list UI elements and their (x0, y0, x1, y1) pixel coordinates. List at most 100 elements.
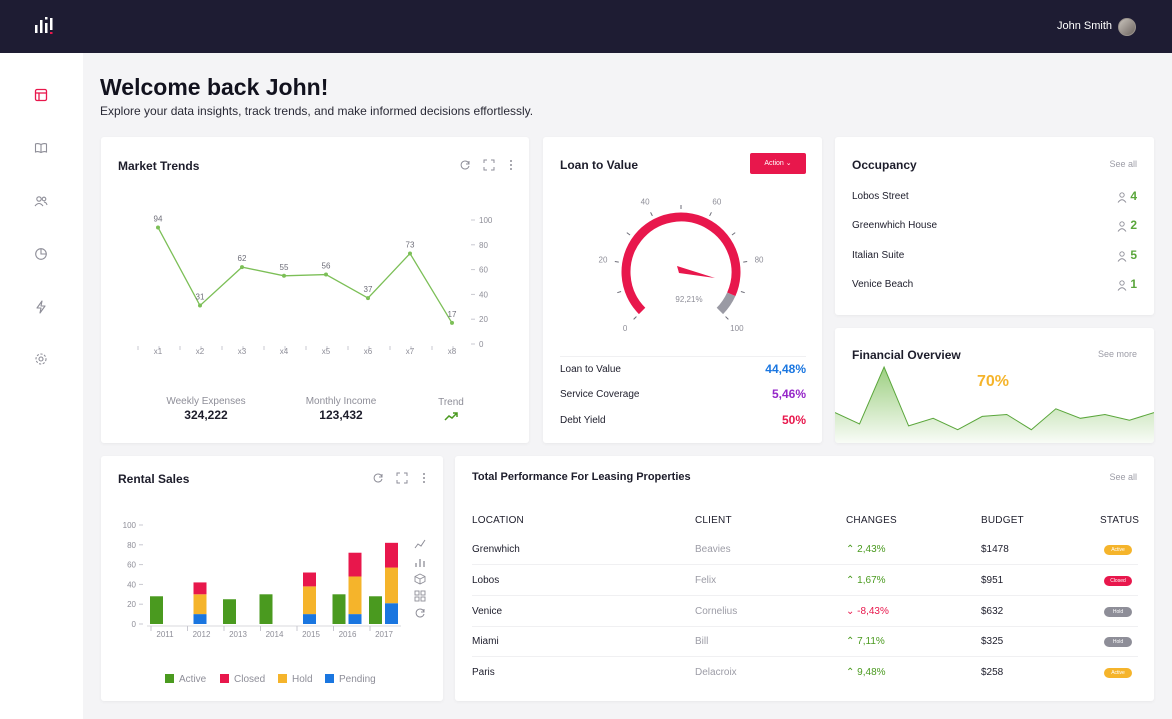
loan-gauge: 0 20 40 60 80 100 92,21% (599, 198, 765, 333)
column-header-location[interactable]: LOCATION (472, 515, 524, 526)
status-badge: Hold (1104, 607, 1132, 617)
row-client: Delacroix (695, 667, 737, 678)
bar-active (332, 594, 346, 624)
financial-see-more[interactable]: See more (1097, 349, 1137, 359)
legend-pending[interactable]: Pending (325, 674, 376, 685)
pie-chart-icon[interactable] (34, 247, 48, 261)
row-change-value: 7,11% (857, 636, 885, 647)
table-row[interactable]: Grenwhich Beavies ⌃ 2,43% $1478 Active (472, 541, 1138, 561)
row-budget: $632 (981, 606, 1004, 617)
refresh-icon[interactable] (372, 472, 384, 484)
gauge-tick (650, 212, 653, 217)
occupancy-count: 5 (1130, 248, 1137, 262)
occupancy-name: Greenwhich House (852, 220, 938, 231)
person-icon (1117, 221, 1127, 232)
occupancy-count: 1 (1130, 277, 1137, 291)
line-chart-icon[interactable] (414, 538, 426, 550)
logo-icon[interactable] (34, 16, 58, 36)
cube-icon[interactable] (414, 573, 426, 585)
occupancy-count: 4 (1130, 189, 1137, 203)
action-button[interactable]: Action ⌄ (750, 153, 806, 174)
market-trends-card: Market Trends 100 80 60 40 20 0 x1 x2 x3 x4 x5 x6 x7… (101, 137, 529, 443)
bar-active (369, 596, 382, 624)
occupancy-see-all[interactable]: See all (1109, 159, 1137, 169)
y-tick-label: 80 (127, 541, 136, 550)
column-header-changes[interactable]: CHANGES (846, 515, 897, 526)
occupancy-row[interactable]: Lobos Street 4 (852, 189, 1137, 207)
person-icon (1117, 251, 1127, 262)
x-tick-label: x8 (448, 347, 457, 356)
row-change-value: 1,67% (857, 575, 886, 586)
rental-sales-title: Rental Sales (118, 472, 190, 486)
grid-icon[interactable] (414, 590, 426, 602)
arrow-up-icon: ⌃ (846, 575, 855, 586)
bar-active (223, 599, 236, 624)
table-row[interactable]: Paris Delacroix ⌃ 9,48% $258 Active (472, 664, 1138, 684)
y-tick-label: 0 (479, 340, 484, 349)
occupancy-name: Venice Beach (852, 279, 914, 290)
bar-pending (348, 614, 362, 624)
bar-chart-icon[interactable] (414, 556, 426, 568)
legend-active[interactable]: Active (165, 674, 206, 685)
gauge-tick (614, 261, 619, 263)
refresh-icon[interactable] (459, 159, 471, 171)
occupancy-title: Occupancy (852, 158, 917, 172)
x-tick-label: 2013 (229, 630, 247, 639)
row-location: Grenwhich (472, 544, 520, 555)
bar-closed (385, 542, 398, 568)
more-icon[interactable] (418, 472, 430, 484)
top-bar: John Smith (0, 0, 1172, 53)
weekly-expenses-label: Weekly Expenses (166, 396, 246, 407)
x-tick-label: 2017 (375, 630, 393, 639)
column-header-client[interactable]: CLIENT (695, 515, 732, 526)
fullscreen-icon[interactable] (483, 159, 495, 171)
users-icon[interactable] (34, 194, 48, 208)
avatar[interactable] (1118, 18, 1136, 36)
occupancy-row[interactable]: Venice Beach 1 (852, 277, 1137, 295)
bar-active (259, 594, 273, 624)
trend-label: Trend (438, 397, 464, 408)
y-tick-label: 0 (132, 620, 137, 629)
y-tick-label: 40 (127, 580, 136, 589)
column-header-status[interactable]: STATUS (1100, 515, 1140, 526)
status-badge: Hold (1104, 637, 1132, 647)
gauge-tick-label: 60 (712, 198, 721, 207)
gauge-tick (740, 290, 745, 294)
column-header-budget[interactable]: BUDGET (981, 515, 1024, 526)
gear-icon[interactable] (34, 352, 48, 366)
lightning-icon[interactable] (34, 300, 48, 314)
occupancy-row[interactable]: Italian Suite 5 (852, 248, 1137, 266)
gauge-tick (709, 212, 712, 217)
performance-see-all[interactable]: See all (1109, 472, 1137, 482)
y-tick-label: 60 (127, 561, 136, 570)
table-row[interactable]: Lobos Felix ⌃ 1,67% $951 Closed (472, 572, 1138, 592)
dashboard-icon[interactable] (34, 88, 48, 102)
book-icon[interactable] (34, 141, 48, 155)
trend-stat: Trend (431, 397, 471, 426)
occupancy-row[interactable]: Greenwhich House 2 (852, 218, 1137, 236)
area-line (835, 365, 1154, 431)
x-tick-label: 2011 (156, 630, 174, 639)
y-tick-label: 20 (479, 315, 488, 324)
table-row[interactable]: Miami Bill ⌃ 7,11% $325 Hold (472, 633, 1138, 653)
loan-row-label: Service Coverage (560, 389, 640, 400)
legend-closed[interactable]: Closed (220, 674, 265, 685)
x-tick-label: x6 (364, 347, 373, 356)
bar-hold (348, 576, 362, 615)
performance-card: Total Performance For Leasing Properties… (455, 456, 1154, 701)
table-row[interactable]: Venice Cornelius ⌄ -8,43% $632 Hold (472, 603, 1138, 623)
data-label: 94 (154, 214, 163, 223)
data-point (198, 303, 202, 308)
data-label: 73 (406, 240, 415, 249)
gauge-value-label: 92,21% (675, 295, 702, 304)
y-tick-label: 60 (479, 266, 488, 275)
data-label: 56 (322, 262, 331, 271)
page-subtitle: Explore your data insights, track trends… (100, 104, 534, 118)
gauge-tick-label: 20 (599, 256, 608, 265)
y-tick-label: 100 (479, 216, 493, 225)
refresh-icon[interactable] (414, 607, 426, 619)
more-icon[interactable] (505, 159, 517, 171)
legend-hold[interactable]: Hold (278, 674, 313, 685)
fullscreen-icon[interactable] (396, 472, 408, 484)
user-name[interactable]: John Smith (1056, 20, 1112, 32)
